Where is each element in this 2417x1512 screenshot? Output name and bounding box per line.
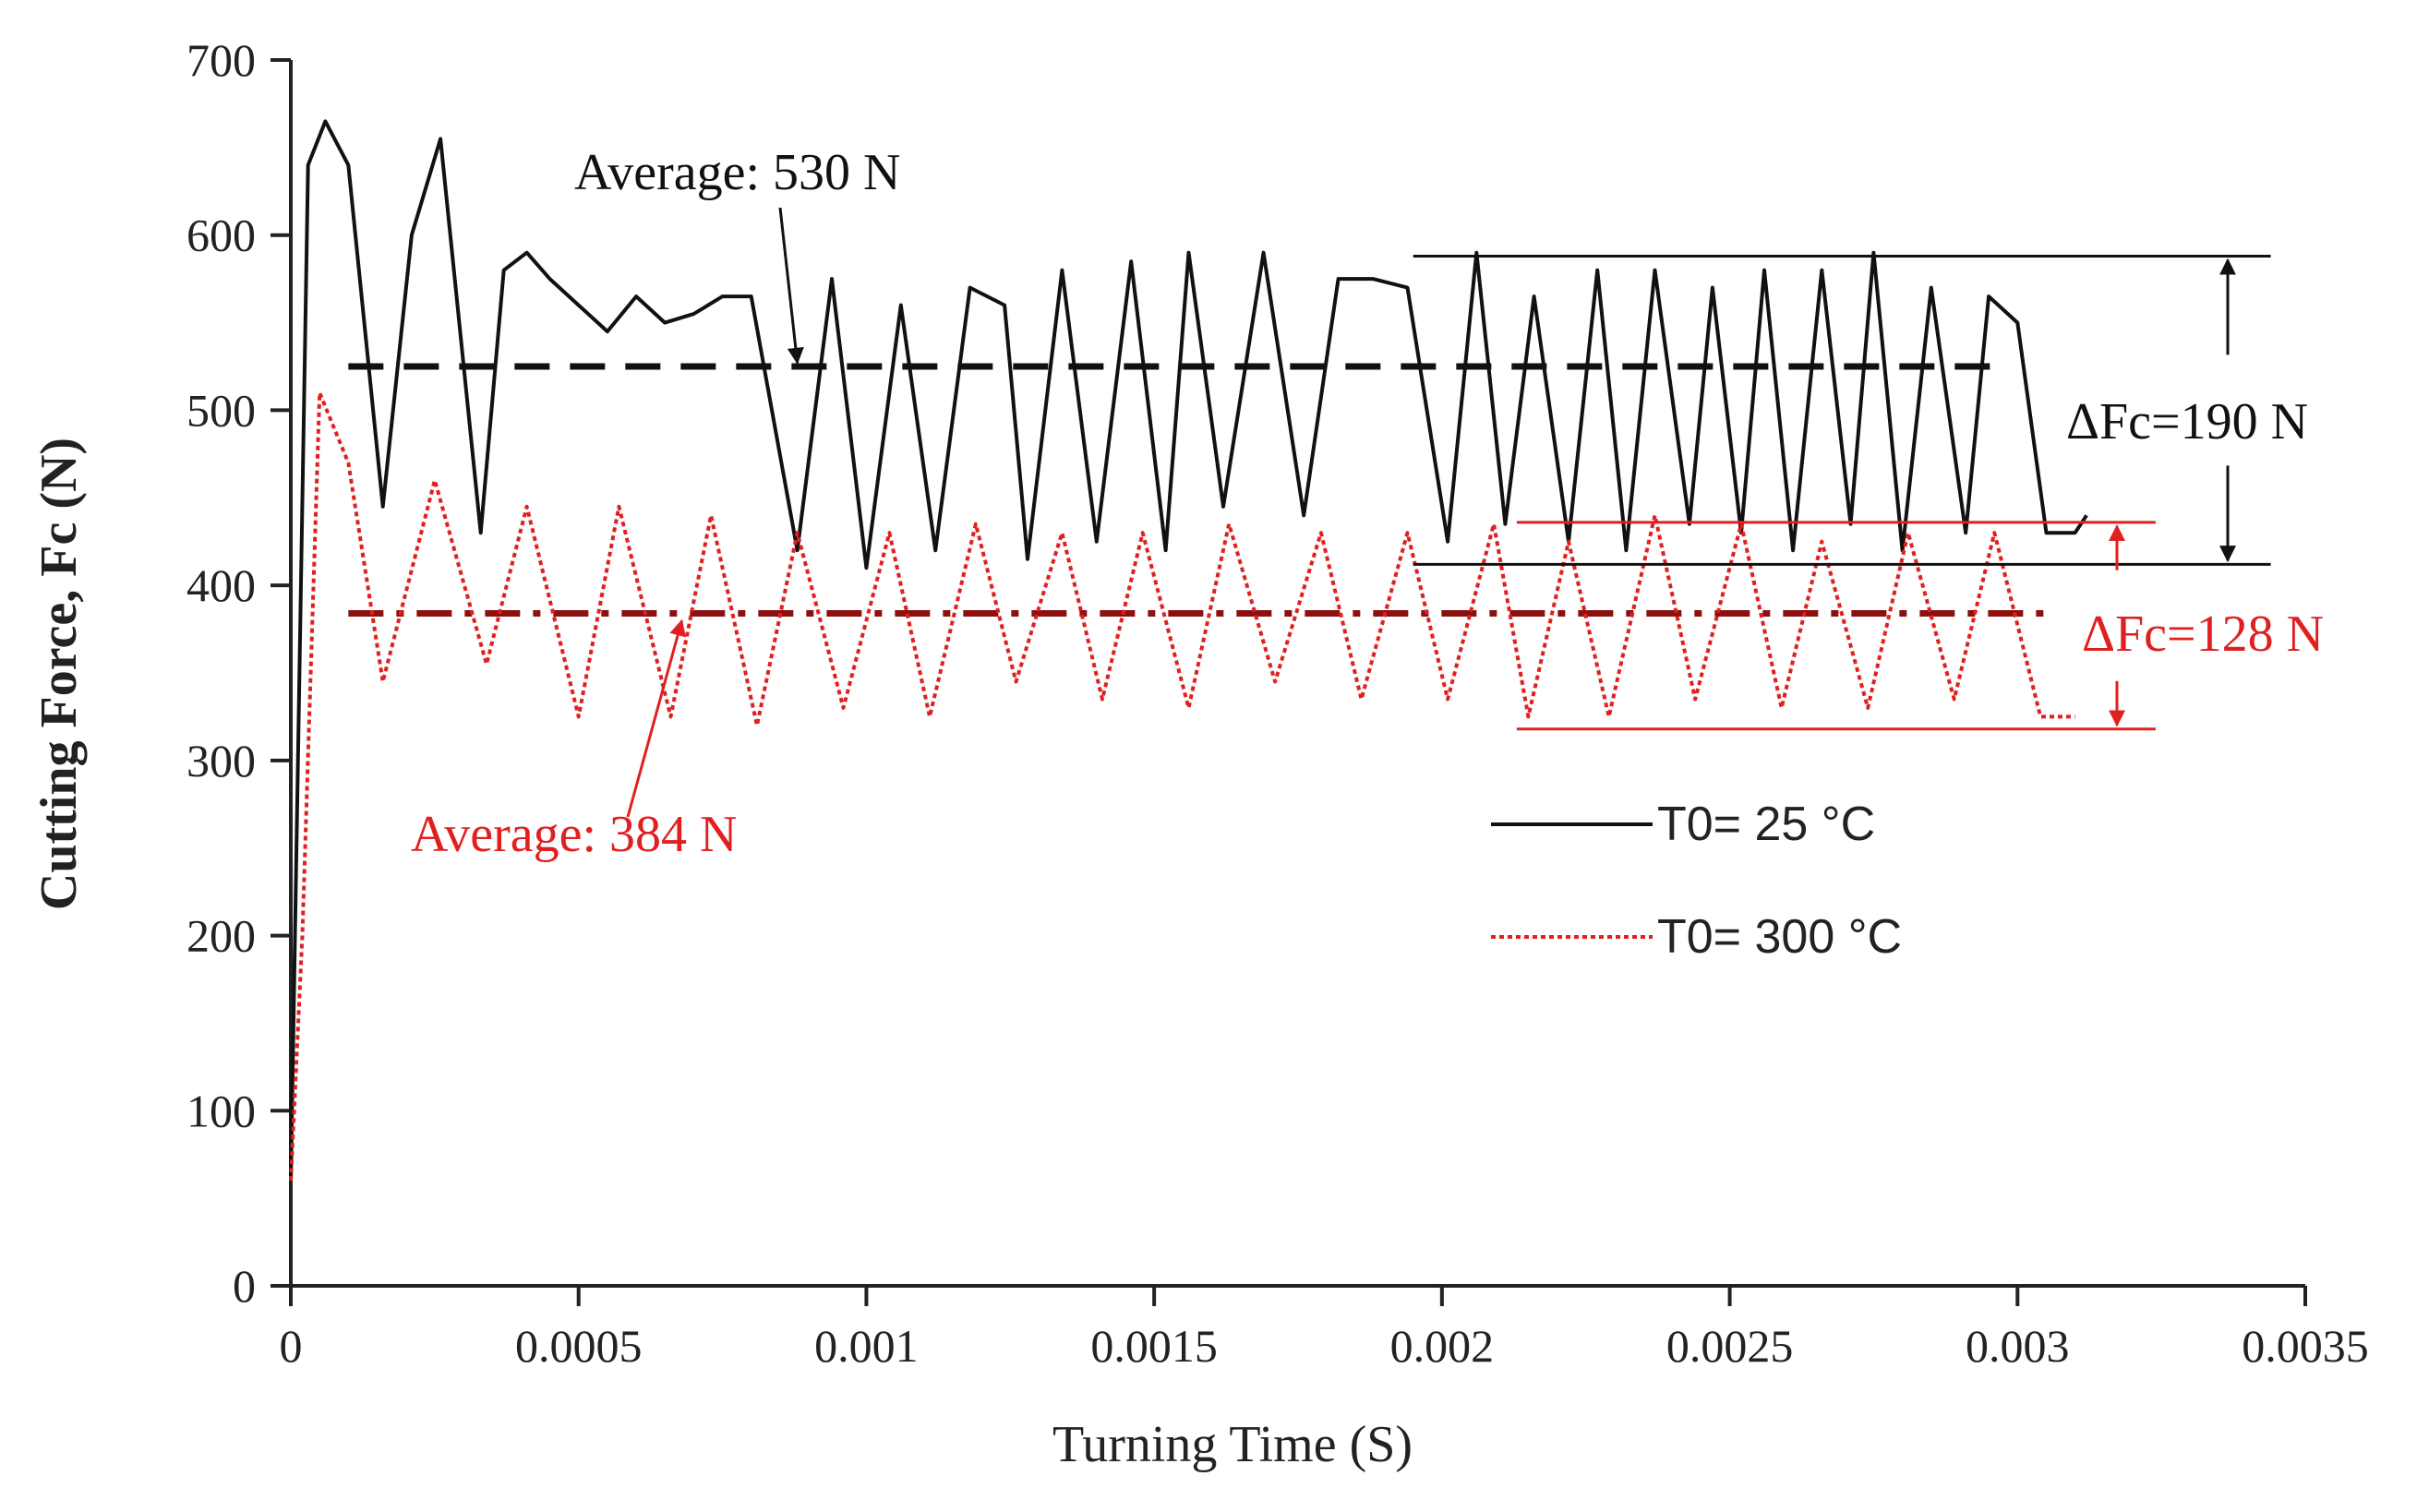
y-tick-label: 600 <box>186 210 256 261</box>
annotation-arrow-530 <box>778 207 804 365</box>
annotation-group <box>626 207 2271 818</box>
x-tick-label: 0.001 <box>814 1320 919 1372</box>
x-tick-label: 0.0005 <box>515 1320 643 1372</box>
y-tick-label: 200 <box>186 910 256 962</box>
x-tick-label: 0.0025 <box>1666 1320 1794 1372</box>
annotation-average-530: Average: 530 N <box>574 144 901 201</box>
average-lines <box>348 363 2047 617</box>
legend: T0= 25 °C T0= 300 °C <box>1491 798 1902 964</box>
x-tick-label: 0.002 <box>1390 1320 1495 1372</box>
annotation-delta-190: ΔFc=190 N <box>2066 393 2308 450</box>
series-line-25c <box>289 119 2088 1182</box>
y-tick-label: 100 <box>186 1085 256 1136</box>
legend-label-300: T0= 300 °C <box>1657 910 1902 964</box>
annotation-average-384: Average: 384 N <box>411 806 738 863</box>
y-tick-label: 500 <box>186 384 256 436</box>
y-tick-label: 300 <box>186 735 256 786</box>
y-tick-label: 700 <box>186 34 256 86</box>
legend-label-25: T0= 25 °C <box>1657 798 1875 851</box>
y-axis-title: Cutting Force, Fc (N) <box>30 438 88 910</box>
series-line-300c <box>289 390 2075 1182</box>
x-tick-label: 0 <box>280 1320 303 1372</box>
x-ticks: 0 0.0005 0.001 0.0015 0.002 0.0025 0.003 0.0035 <box>280 1286 2369 1372</box>
series-group <box>289 119 2088 1182</box>
y-ticks: 0 100 200 300 400 500 600 700 <box>186 34 291 1312</box>
x-axis-title: Turning Time (S) <box>1052 1416 1413 1473</box>
y-tick-label: 0 <box>233 1260 256 1312</box>
annotation-delta-128: ΔFc=128 N <box>2082 606 2324 663</box>
x-tick-label: 0.0015 <box>1090 1320 1218 1372</box>
annotation-arrow-384 <box>626 618 686 818</box>
y-tick-label: 400 <box>186 559 256 611</box>
x-tick-label: 0.003 <box>1966 1320 2070 1372</box>
x-tick-label: 0.0035 <box>2242 1320 2369 1372</box>
